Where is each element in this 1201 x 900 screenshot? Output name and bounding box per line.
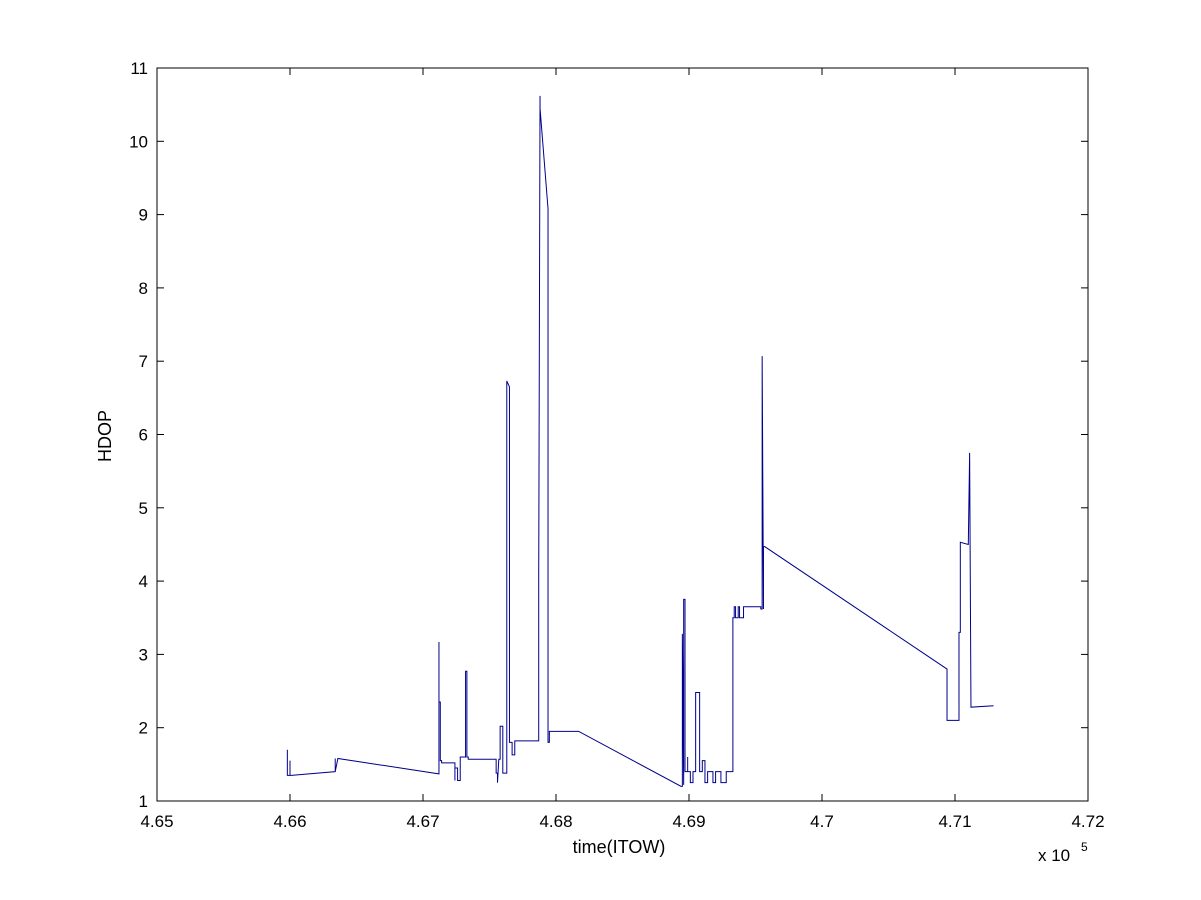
y-tick-label: 4: [139, 572, 148, 591]
x-tick-label: 4.67: [406, 812, 439, 831]
x-tick-label: 4.71: [938, 812, 971, 831]
y-axis-label: HDOP: [95, 410, 115, 462]
y-tick-label: 6: [139, 426, 148, 445]
y-tick-label: 5: [139, 499, 148, 518]
y-tick-label: 3: [139, 645, 148, 664]
hdop-series-line: [286, 95, 994, 787]
y-tick-label: 1: [139, 792, 148, 811]
x-tick-label: 4.66: [273, 812, 306, 831]
x-tick-label: 4.68: [539, 812, 572, 831]
x-axis-exponent-label: x 10: [1038, 846, 1070, 865]
y-tick-label: 8: [139, 279, 148, 298]
y-tick-label: 9: [139, 206, 148, 225]
x-axis-label: time(ITOW): [573, 837, 666, 857]
y-tick-label: 10: [129, 132, 148, 151]
y-axis: 1 2 3 4 5 6 7 8 9 10 11: [129, 59, 1088, 811]
x-tick-label: 4.65: [140, 812, 173, 831]
x-axis: 4.65 4.66 4.67 4.68 4.69 4.7 4.71 4.72: [140, 68, 1105, 831]
x-tick-label: 4.72: [1071, 812, 1104, 831]
x-tick-label: 4.69: [672, 812, 705, 831]
y-tick-label: 7: [139, 352, 148, 371]
y-tick-label: 11: [130, 59, 148, 78]
x-axis-exponent-power: 5: [1081, 840, 1088, 854]
y-tick-label: 2: [139, 719, 148, 738]
x-tick-label: 4.7: [810, 812, 834, 831]
plot-area: [156, 67, 1089, 802]
